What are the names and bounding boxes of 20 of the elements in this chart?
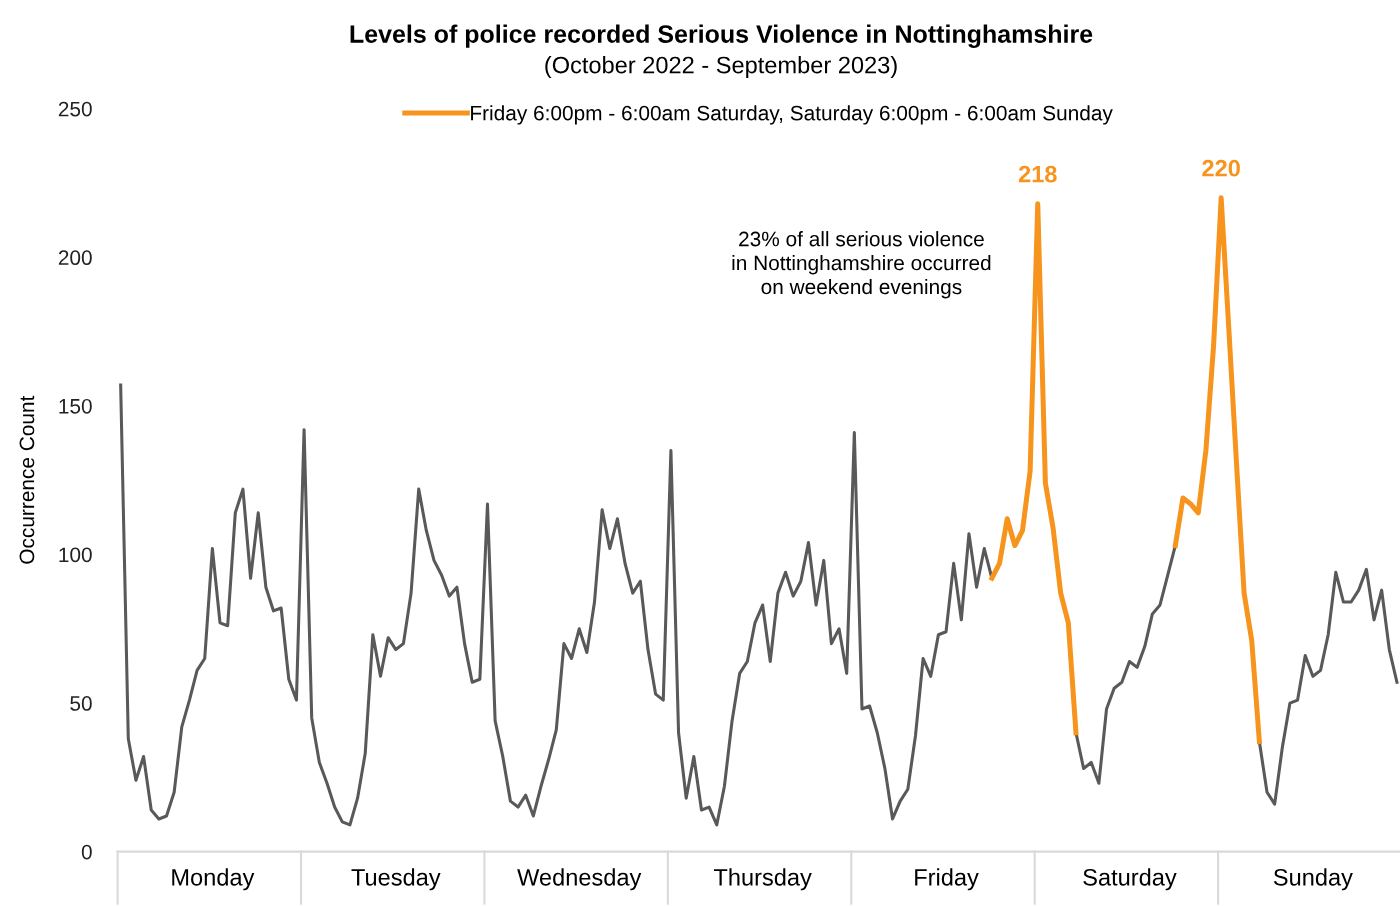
y-axis-title: Occurrence Count [19,395,35,564]
x-tick-label: Wednesday [517,868,642,891]
legend-label: Friday 6:00pm - 6:00am Saturday, Saturday 6:00pm - 6:00am Sunday [471,105,1113,125]
y-tick-label: 250 [58,101,92,117]
y-tick-label: 0 [81,844,92,860]
chart-title: Levels of police recorded Serious Violence in Nottinghamshire [350,24,1093,48]
x-tick-label: Monday [172,868,255,891]
y-tick-label: 200 [58,250,92,266]
annotation: 218 [1018,165,1057,183]
x-tick-label: Tuesday [351,868,441,891]
annotation: 220 [1202,159,1240,177]
x-tick-label: Thursday [713,868,812,891]
x-tick-label: Friday [915,868,979,891]
x-tick-label: Saturday [1083,868,1177,891]
y-tick-label: 150 [59,398,92,414]
y-tick-label: 50 [70,696,92,711]
y-tick-label: 100 [59,547,92,563]
x-tick-label: Sunday [1273,868,1353,891]
chart-subtitle: (October 2022 - September 2023) [545,56,897,79]
annotation: 23% of all serious violence in Nottinghamshire occurred on weekend evenings [732,231,991,299]
